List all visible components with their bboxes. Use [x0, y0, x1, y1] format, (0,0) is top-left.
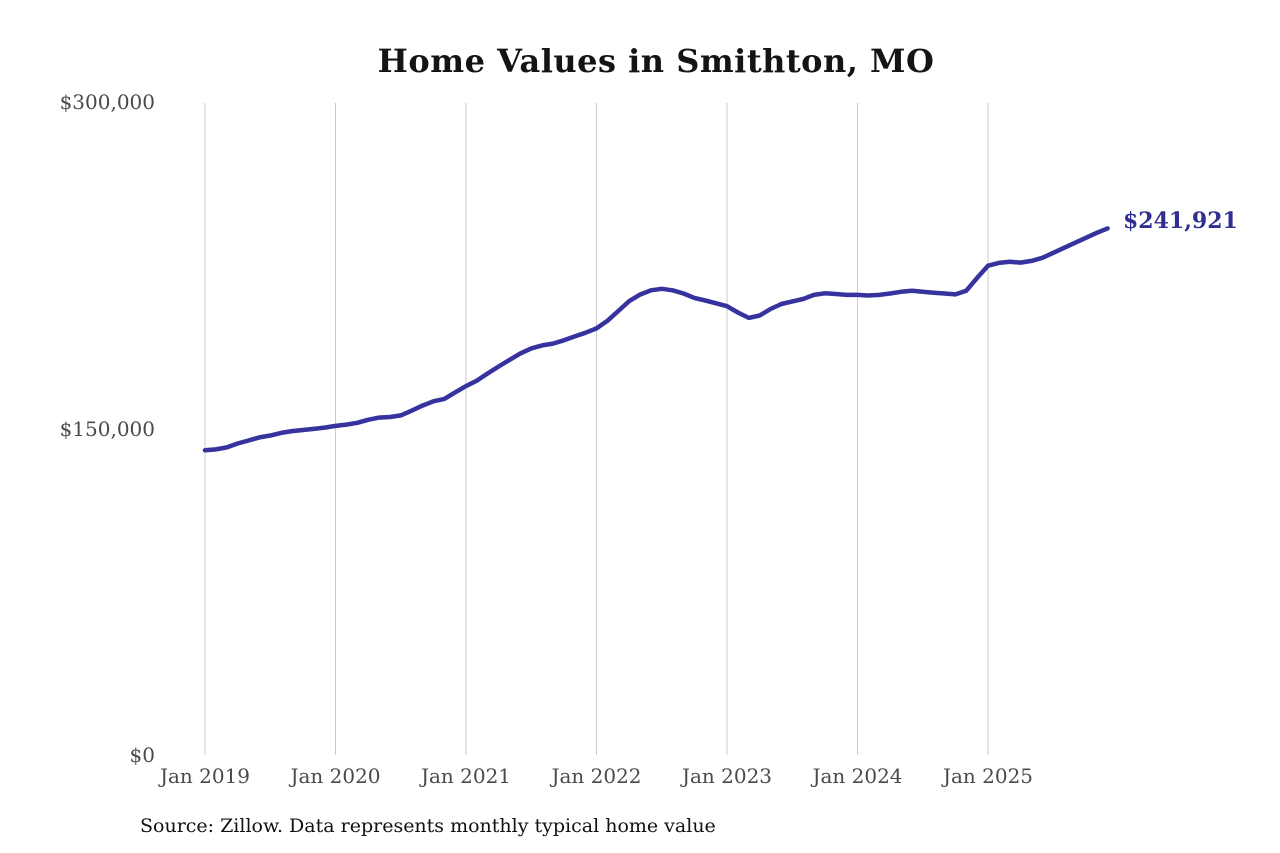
x-tick-label: Jan 2023 — [681, 764, 773, 788]
x-tick-label: Jan 2019 — [159, 764, 251, 788]
home-value-line — [202, 226, 1110, 453]
y-tick-label: $150,000 — [59, 416, 155, 441]
y-tick-label: $300,000 — [59, 90, 155, 114]
x-tick-label: Jan 2025 — [942, 764, 1034, 788]
y-tick-label: $0 — [129, 743, 155, 767]
x-tick-label: Jan 2020 — [290, 764, 381, 788]
chart-title: Home Values in Smithton, MO — [377, 42, 935, 80]
x-tick-label: Jan 2022 — [551, 764, 642, 788]
source-note: Source: Zillow. Data represents monthly … — [140, 815, 716, 837]
x-tick-label: Jan 2024 — [812, 764, 903, 788]
x-tick-label: Jan 2021 — [420, 764, 512, 788]
latest-value-label: $241,921 — [1123, 208, 1238, 234]
